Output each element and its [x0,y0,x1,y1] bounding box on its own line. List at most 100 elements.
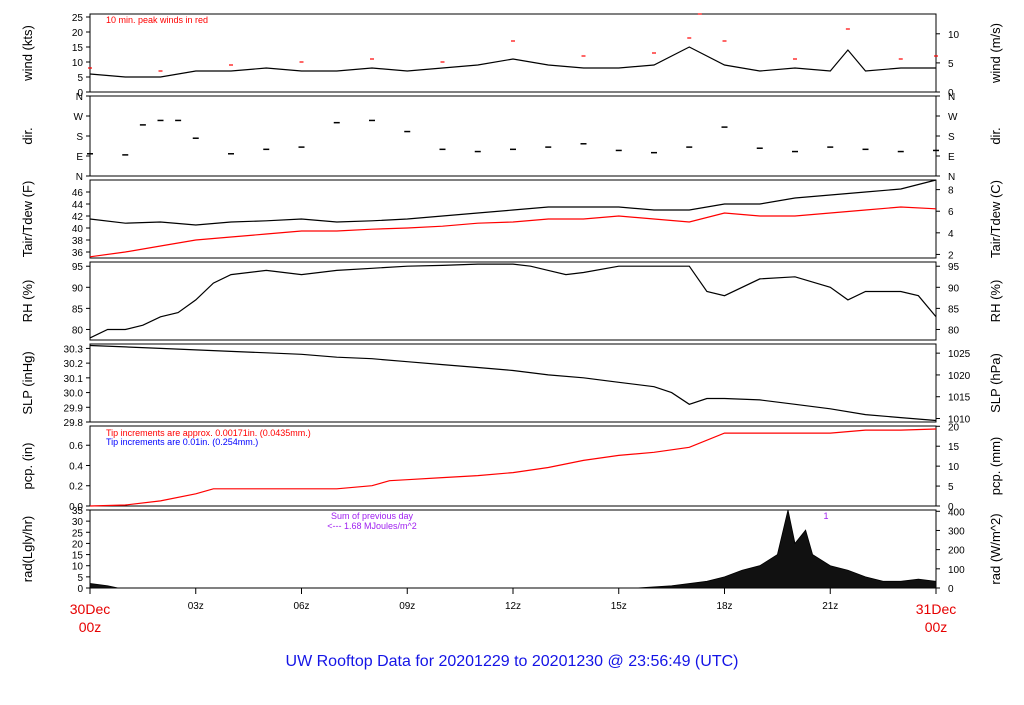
tick-label-left-rad: 25 [72,528,84,539]
tick-label-right-dir: N [948,172,955,183]
tick-label-left-slp: 30.3 [64,344,84,355]
tick-label-right-temp: 4 [948,229,954,240]
tick-label-left-slp: 30.0 [64,389,84,400]
series-line-temp-1 [89,206,937,258]
annotation-sum-value: <--- 1.68 MJoules/m^2 [327,521,417,531]
tick-label-right-pcp: 10 [948,462,960,473]
tick-label-left-wind: 5 [77,73,83,84]
tick-label-left-dir: S [76,132,83,143]
tick-label-left-temp: 38 [72,236,84,247]
tick-label-right-wind: 10 [948,30,960,41]
tick-label-left-pcp: 0.2 [69,482,83,493]
x-tick-label: 06z [293,601,309,612]
tick-label-left-pcp: 0.0 [69,502,83,513]
tick-label-right-slp: 1025 [948,349,971,360]
annotation-marker: 1 [823,511,828,521]
tick-label-right-temp: 2 [948,250,954,261]
series-line-rh-0 [89,263,937,339]
tick-label-right-rad: 300 [948,526,965,537]
tick-label-right-wind: 5 [948,59,954,70]
x-tick-label: 03z [188,601,204,612]
tick-label-left-pcp: 0.6 [69,441,83,452]
ylabel-left-pcp: pcp. (in) [20,443,35,490]
ylabel-right-pcp: pcp. (mm) [988,437,1003,496]
x-tick-label: 15z [611,601,627,612]
tick-label-left-temp: 46 [72,188,84,199]
series-line-pcp-0 [89,428,937,507]
tick-label-left-rad: 5 [77,573,83,584]
tick-label-right-dir: W [948,112,958,123]
x-tick-label: 12z [505,601,521,612]
tick-label-left-wind: 25 [72,13,84,24]
x-tick-label: 21z [822,601,838,612]
tick-label-right-dir: E [948,152,955,163]
ylabel-left-dir: dir. [20,127,35,144]
ylabel-right-rh: RH (%) [988,280,1003,323]
tick-label-right-dir: N [948,92,955,103]
ylabel-right-temp: Tair/Tdew (C) [988,180,1003,258]
tick-label-left-rad: 30 [72,517,84,528]
tick-label-left-slp: 30.2 [64,359,84,370]
ylabel-right-dir: dir. [988,127,1003,144]
tick-label-left-wind: 20 [72,28,84,39]
series-line-wind-0 [89,46,936,78]
tick-label-right-temp: 8 [948,186,954,197]
tick-label-left-dir: N [76,172,83,183]
tick-label-left-pcp: 0.4 [69,461,83,472]
chart-title: UW Rooftop Data for 20201229 to 20201230… [286,653,739,670]
tick-label-right-rad: 100 [948,565,965,576]
tick-label-right-pcp: 20 [948,422,960,433]
tick-label-left-wind: 15 [72,43,84,54]
x-end-time: 00z [925,619,948,635]
tick-label-right-rh: 95 [948,262,960,273]
tick-label-left-rh: 90 [72,283,84,294]
tick-label-right-temp: 6 [948,207,954,218]
annotation-tip-increment: Tip increments are 0.01in. (0.254mm.) [106,437,258,447]
ylabel-right-slp: SLP (hPa) [988,353,1003,413]
ylabel-left-rad: rad(Lgly/hr) [20,516,35,582]
series-line-temp-0 [89,179,937,226]
tick-label-right-pcp: 15 [948,442,960,453]
tick-label-right-pcp: 0 [948,502,954,513]
tick-label-right-slp: 1010 [948,415,971,426]
tick-label-left-temp: 44 [72,200,84,211]
tick-label-left-rh: 95 [72,262,84,273]
tick-label-left-rad: 10 [72,562,84,573]
tick-label-left-temp: 42 [72,212,84,223]
panel-frame-slp [89,343,937,423]
tick-label-left-slp: 29.8 [64,418,84,429]
ylabel-left-temp: Tair/Tdew (F) [20,181,35,258]
panel-frame-temp [89,179,937,259]
tick-label-right-wind: 0 [948,88,954,99]
tick-label-right-rh: 85 [948,304,960,315]
tick-label-right-rh: 80 [948,325,960,336]
tick-label-right-dir: S [948,132,955,143]
tick-label-right-slp: 1020 [948,371,971,382]
tick-label-left-rad: 0 [77,584,83,595]
tick-label-left-rh: 80 [72,325,84,336]
panel-frame-wind [89,13,937,93]
tick-label-left-rad: 15 [72,551,84,562]
tick-label-right-pcp: 5 [948,482,954,493]
tick-label-right-rad: 400 [948,507,965,518]
ylabel-right-wind: wind (m/s) [988,23,1003,84]
tick-label-left-temp: 40 [72,224,84,235]
annotation-peak-winds: 10 min. peak winds in red [106,15,208,25]
x-tick-label: 18z [716,601,732,612]
tick-label-left-rad: 35 [72,506,84,517]
tick-label-left-dir: E [76,152,83,163]
tick-label-left-temp: 36 [72,248,84,259]
series-line-slp-0 [89,344,937,422]
tick-label-left-dir: N [76,92,83,103]
tick-label-left-slp: 29.9 [64,403,84,414]
tick-label-right-rad: 0 [948,584,954,595]
tick-label-left-wind: 10 [72,58,84,69]
tick-label-left-wind: 0 [77,88,83,99]
x-end-date: 31Dec [916,601,956,617]
tick-label-left-rad: 20 [72,539,84,550]
panel-frame-dir [89,95,937,177]
series-area-rad [89,509,937,589]
ylabel-right-rad: rad (W/m^2) [988,513,1003,584]
ylabel-left-slp: SLP (inHg) [20,351,35,414]
